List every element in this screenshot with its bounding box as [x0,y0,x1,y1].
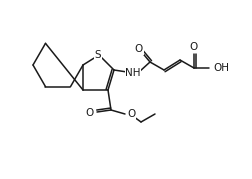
Text: OH: OH [212,63,228,73]
Text: O: O [134,44,143,54]
Text: O: O [85,108,94,118]
Text: O: O [189,42,197,52]
Text: NH: NH [125,68,140,78]
Text: O: O [127,109,135,119]
Text: S: S [94,50,101,60]
